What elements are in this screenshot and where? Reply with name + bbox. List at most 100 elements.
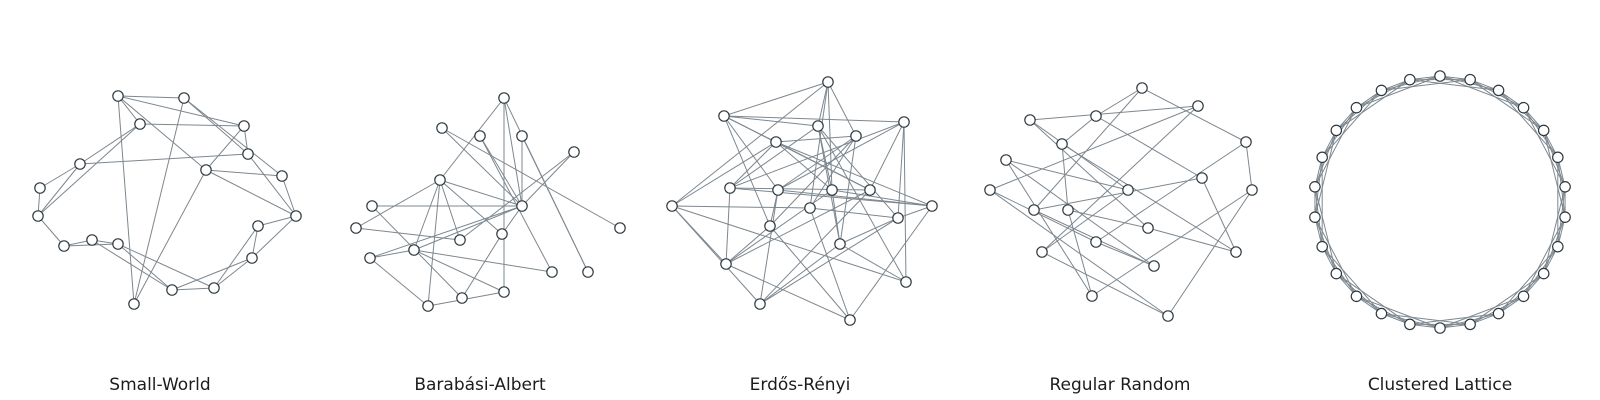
node — [112, 90, 124, 102]
edge — [183, 97, 283, 177]
edge — [521, 151, 575, 207]
edge — [1033, 177, 1203, 211]
edge — [205, 125, 245, 171]
node — [246, 252, 258, 264]
node — [516, 200, 528, 212]
node — [1036, 246, 1048, 258]
edge — [183, 97, 249, 155]
panel-small-world: Small-World — [32, 90, 302, 395]
node — [252, 220, 264, 232]
edge — [839, 243, 907, 283]
edge — [1314, 216, 1357, 297]
node — [516, 130, 528, 142]
node — [1350, 290, 1363, 303]
node — [34, 182, 46, 194]
edge — [1314, 107, 1357, 188]
node — [834, 238, 846, 250]
node — [1090, 110, 1102, 122]
edge — [1041, 251, 1169, 317]
edge — [439, 179, 461, 241]
edge — [1201, 177, 1237, 253]
node — [456, 292, 468, 304]
edge — [503, 97, 523, 207]
node — [1028, 204, 1040, 216]
panel-barabasi-albert: Barabási-Albert — [350, 92, 626, 395]
node — [134, 118, 146, 130]
edge — [671, 141, 777, 207]
node — [1330, 124, 1343, 137]
node — [32, 210, 44, 222]
panel-title-barabasi-albert: Barabási-Albert — [414, 375, 546, 395]
edge — [369, 257, 429, 307]
node — [1350, 101, 1363, 114]
edge — [989, 189, 1169, 317]
edge — [133, 169, 207, 305]
edge — [413, 249, 553, 273]
edge — [459, 151, 575, 241]
node — [844, 314, 856, 326]
edge — [1409, 79, 1499, 91]
edge — [809, 207, 851, 321]
node — [804, 202, 816, 214]
edge — [439, 97, 505, 181]
edges-barabasi-albert — [355, 97, 621, 307]
node — [898, 116, 910, 128]
edge — [729, 141, 777, 189]
node — [546, 266, 558, 278]
edge — [839, 217, 899, 245]
edge — [729, 121, 905, 189]
node — [1492, 84, 1505, 97]
edge — [671, 81, 829, 207]
node — [1492, 307, 1505, 320]
node — [900, 276, 912, 288]
edge — [281, 175, 297, 217]
node — [1196, 172, 1208, 184]
edge — [1167, 189, 1253, 317]
edge — [725, 189, 871, 265]
edge — [671, 205, 907, 283]
edge — [37, 163, 81, 217]
node — [718, 110, 730, 122]
node — [826, 184, 838, 196]
edge — [1469, 79, 1544, 131]
edges-erdos-renyi — [671, 81, 933, 321]
node — [764, 220, 776, 232]
edge — [1381, 79, 1471, 91]
node — [1230, 246, 1242, 258]
edge — [1498, 246, 1559, 314]
edge — [479, 135, 523, 207]
edge — [817, 125, 841, 245]
edge — [1439, 295, 1524, 329]
node — [1316, 240, 1328, 253]
nodes-erdos-renyi — [666, 76, 938, 326]
edge — [989, 105, 1199, 191]
node — [112, 238, 124, 250]
edge — [439, 179, 523, 207]
edge — [775, 141, 833, 191]
panel-regular-random: Regular Random — [984, 82, 1258, 395]
edge — [213, 225, 259, 289]
node — [1464, 318, 1476, 331]
node — [850, 130, 862, 142]
node — [366, 200, 378, 212]
edge — [723, 81, 829, 117]
edge — [1321, 90, 1382, 158]
node — [864, 184, 876, 196]
edge — [369, 205, 523, 259]
node — [568, 146, 580, 158]
edge — [831, 189, 933, 207]
node — [474, 130, 486, 142]
edge — [777, 121, 905, 191]
nodes-regular-random — [984, 82, 1258, 322]
node — [364, 252, 376, 264]
edge — [171, 287, 215, 291]
node — [74, 158, 86, 170]
node — [498, 286, 510, 298]
edge — [117, 95, 135, 305]
panel-clustered-lattice: Clustered Lattice — [1309, 70, 1571, 395]
edge — [1029, 119, 1149, 229]
edge — [671, 205, 811, 209]
edge — [769, 135, 857, 227]
edge — [427, 179, 441, 307]
edge — [1067, 209, 1149, 229]
